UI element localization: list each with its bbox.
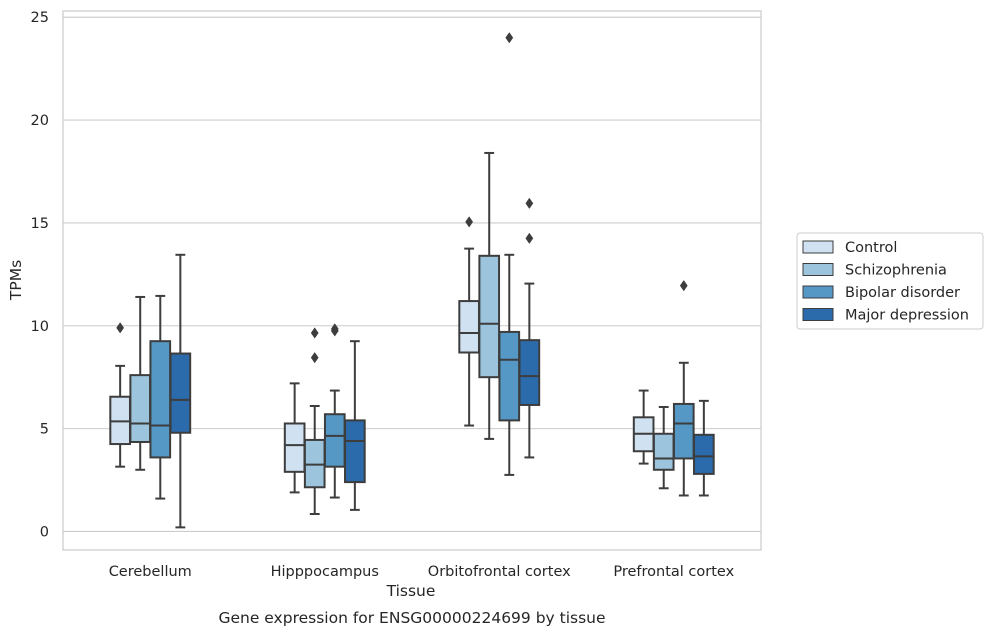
box-group bbox=[283, 382, 306, 494]
outlier-marker bbox=[465, 216, 474, 228]
box-group bbox=[518, 197, 541, 459]
outlier-marker bbox=[310, 327, 319, 339]
iqr-box bbox=[344, 419, 366, 484]
box-group bbox=[458, 216, 480, 427]
box-group bbox=[129, 295, 152, 471]
y-tick-label: 15 bbox=[31, 216, 49, 232]
box-group bbox=[303, 327, 326, 515]
iqr-box bbox=[518, 339, 541, 406]
x-tick-label: Cerebellum bbox=[109, 564, 192, 580]
iqr-box bbox=[458, 300, 480, 354]
legend-frame bbox=[796, 232, 984, 330]
outlier-marker bbox=[525, 197, 534, 209]
x-tick-label: Prefrontal cortex bbox=[613, 564, 734, 580]
iqr-box bbox=[478, 254, 501, 379]
legend-label: Major depression bbox=[845, 308, 969, 324]
y-tick-labels: 0 5 10 15 20 25 bbox=[31, 10, 49, 540]
y-tick-label: 10 bbox=[31, 319, 49, 335]
outlier-marker bbox=[525, 232, 534, 244]
x-tick-label: Orbitofrontal cortex bbox=[428, 564, 571, 580]
box-group bbox=[169, 253, 192, 529]
outlier-marker bbox=[505, 32, 514, 44]
iqr-box bbox=[283, 422, 306, 473]
iqr-box bbox=[303, 438, 326, 489]
iqr-box bbox=[109, 395, 131, 446]
outlier-marker bbox=[310, 352, 319, 364]
box-groups bbox=[109, 32, 715, 529]
x-tick-labels: Cerebellum Hipppocampus Orbitofrontal cort… bbox=[109, 564, 735, 580]
iqr-box bbox=[693, 433, 715, 475]
iqr-box bbox=[672, 402, 695, 460]
outlier-marker bbox=[330, 323, 339, 335]
plot-area-border bbox=[62, 10, 762, 551]
box-group bbox=[652, 406, 675, 490]
y-tick-label: 25 bbox=[31, 10, 49, 26]
chart-caption: Gene expression for ENSG00000224699 by t… bbox=[218, 609, 605, 627]
box-group bbox=[149, 294, 172, 500]
box-group bbox=[323, 323, 346, 499]
legend-label: Control bbox=[845, 240, 897, 256]
box-group bbox=[672, 280, 695, 497]
iqr-box bbox=[323, 413, 346, 468]
x-tick-label: Hipppocampus bbox=[271, 564, 379, 580]
outlier-marker bbox=[116, 322, 125, 334]
legend: Control Schizophrenia Bipolar disorder Majo… bbox=[796, 232, 984, 330]
box-group bbox=[632, 389, 655, 465]
box-group bbox=[498, 32, 521, 476]
y-axis-label: TPMs bbox=[7, 260, 25, 301]
legend-label: Bipolar disorder bbox=[845, 285, 960, 301]
box-group bbox=[344, 340, 366, 511]
y-tick-label: 20 bbox=[31, 113, 49, 129]
x-axis-label: Tissue bbox=[386, 582, 436, 600]
legend-swatch bbox=[802, 263, 834, 276]
legend-items: Control Schizophrenia Bipolar disorder Majo… bbox=[802, 240, 969, 324]
iqr-box bbox=[652, 432, 675, 471]
iqr-box bbox=[498, 330, 521, 422]
legend-label: Schizophrenia bbox=[845, 263, 947, 279]
iqr-box bbox=[149, 340, 172, 459]
y-tick-label: 5 bbox=[40, 422, 49, 438]
y-tick-label: 0 bbox=[40, 524, 49, 540]
legend-swatch bbox=[802, 240, 834, 254]
legend-swatch bbox=[802, 308, 834, 321]
box-group bbox=[478, 151, 501, 440]
iqr-box bbox=[169, 352, 192, 434]
box-group bbox=[693, 399, 715, 497]
iqr-box bbox=[129, 374, 152, 443]
box-group bbox=[109, 322, 131, 468]
legend-swatch bbox=[802, 285, 834, 299]
outlier-marker bbox=[679, 280, 688, 292]
